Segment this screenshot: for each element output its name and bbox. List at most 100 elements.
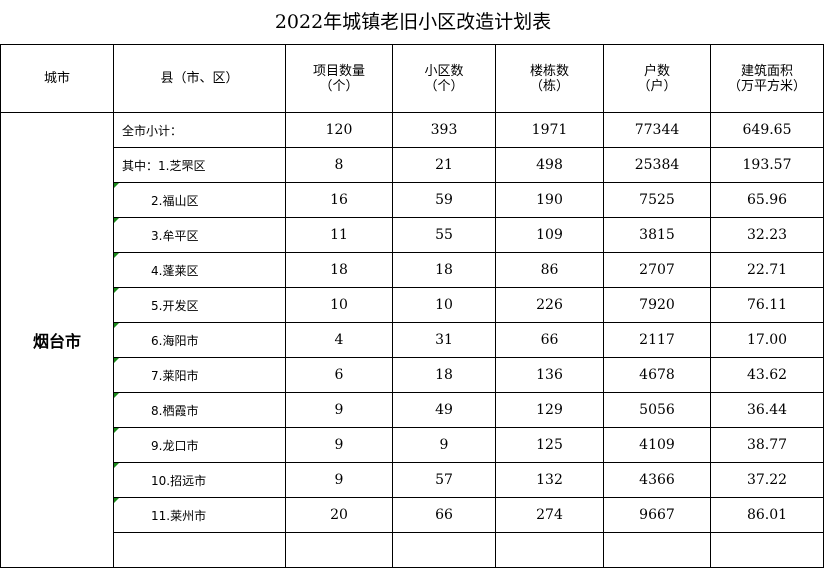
households-cell: 4678	[603, 357, 711, 393]
communities-cell: 66	[392, 497, 496, 533]
table-row: 7.莱阳市 6 18 136 4678 43.62	[1, 357, 824, 393]
cell-marker-icon	[114, 358, 119, 363]
households-cell: 3815	[603, 217, 711, 253]
header-projects: 项目数量 （个）	[285, 44, 393, 113]
buildings-cell: 136	[495, 357, 604, 393]
communities-cell: 18	[392, 252, 496, 288]
projects-cell: 10	[285, 287, 393, 323]
households-cell: 4109	[603, 427, 711, 463]
households-cell: 25384	[603, 147, 711, 183]
county-cell: 6.海阳市	[113, 322, 286, 358]
households-cell: 2117	[603, 322, 711, 358]
communities-cell: 31	[392, 322, 496, 358]
county-cell: 2.福山区	[113, 182, 286, 218]
empty-cell	[710, 532, 824, 568]
buildings-cell: 274	[495, 497, 604, 533]
projects-cell: 20	[285, 497, 393, 533]
households-cell: 7525	[603, 182, 711, 218]
table-row: 其中：1.芝罘区 8 21 498 25384 193.57	[1, 147, 824, 183]
buildings-cell: 86	[495, 252, 604, 288]
area-cell: 32.23	[710, 217, 824, 253]
projects-cell: 9	[285, 392, 393, 428]
county-cell: 8.栖霞市	[113, 392, 286, 428]
header-communities: 小区数 （个）	[392, 44, 496, 113]
cell-marker-icon	[114, 498, 119, 503]
buildings-cell: 109	[495, 217, 604, 253]
empty-cell	[113, 532, 286, 568]
table-row: 10.招远市 9 57 132 4366 37.22	[1, 462, 824, 498]
cell-marker-icon	[114, 393, 119, 398]
area-cell: 22.71	[710, 252, 824, 288]
buildings-cell: 1971	[495, 112, 604, 148]
table-row: 烟台市 全市小计： 120 393 1971 77344 649.65	[0, 112, 824, 568]
county-cell: 其中：1.芝罘区	[113, 147, 286, 183]
projects-cell: 120	[285, 112, 393, 148]
area-cell: 65.96	[710, 182, 824, 218]
households-cell: 4366	[603, 462, 711, 498]
area-cell: 76.11	[710, 287, 824, 323]
buildings-cell: 190	[495, 182, 604, 218]
communities-cell: 49	[392, 392, 496, 428]
empty-cell	[495, 532, 604, 568]
header-area: 建筑面积 （万平方米）	[710, 44, 824, 113]
cell-marker-icon	[114, 253, 119, 258]
communities-cell: 21	[392, 147, 496, 183]
buildings-cell: 498	[495, 147, 604, 183]
area-cell: 86.01	[710, 497, 824, 533]
empty-cell	[285, 532, 393, 568]
table-title: 2022年城镇老旧小区改造计划表	[274, 11, 552, 33]
area-cell: 37.22	[710, 462, 824, 498]
cell-marker-icon	[114, 288, 119, 293]
area-cell: 43.62	[710, 357, 824, 393]
empty-cell	[392, 532, 496, 568]
table-row: 6.海阳市 4 31 66 2117 17.00	[1, 322, 824, 358]
area-cell: 17.00	[710, 322, 824, 358]
cell-marker-icon	[114, 323, 119, 328]
buildings-cell: 226	[495, 287, 604, 323]
header-city: 城市	[0, 44, 114, 113]
projects-cell: 18	[285, 252, 393, 288]
cell-marker-icon	[114, 183, 119, 188]
area-cell: 193.57	[710, 147, 824, 183]
county-cell: 3.牟平区	[113, 217, 286, 253]
table-row: 11.莱州市 20 66 274 9667 86.01	[1, 497, 824, 533]
area-cell: 36.44	[710, 392, 824, 428]
projects-cell: 9	[285, 427, 393, 463]
buildings-cell: 66	[495, 322, 604, 358]
header-county: 县（市、区）	[113, 44, 286, 113]
projects-cell: 11	[285, 217, 393, 253]
table-row: 9.龙口市 9 9 125 4109 38.77	[1, 427, 824, 463]
projects-cell: 4	[285, 322, 393, 358]
buildings-cell: 132	[495, 462, 604, 498]
county-cell: 4.蓬莱区	[113, 252, 286, 288]
table-row: 4.蓬莱区 18 18 86 2707 22.71	[1, 252, 824, 288]
buildings-cell: 125	[495, 427, 604, 463]
table-row: 5.开发区 10 10 226 7920 76.11	[1, 287, 824, 323]
table-row: 3.牟平区 11 55 109 3815 32.23	[1, 217, 824, 253]
renovation-plan-table: 城市 县（市、区） 项目数量 （个） 小区数 （个） 楼栋数 （栋） 户数 （户…	[0, 44, 824, 568]
area-cell: 649.65	[710, 112, 824, 148]
county-cell: 9.龙口市	[113, 427, 286, 463]
header-row: 城市 县（市、区） 项目数量 （个） 小区数 （个） 楼栋数 （栋） 户数 （户…	[0, 44, 824, 113]
communities-cell: 59	[392, 182, 496, 218]
county-cell: 7.莱阳市	[113, 357, 286, 393]
empty-cell	[603, 532, 711, 568]
buildings-cell: 129	[495, 392, 604, 428]
projects-cell: 6	[285, 357, 393, 393]
city-cell: 烟台市	[0, 112, 114, 568]
households-cell: 2707	[603, 252, 711, 288]
projects-cell: 8	[285, 147, 393, 183]
cell-marker-icon	[114, 218, 119, 223]
area-cell: 38.77	[710, 427, 824, 463]
communities-cell: 57	[392, 462, 496, 498]
table-row: 2.福山区 16 59 190 7525 65.96	[1, 182, 824, 218]
county-cell: 10.招远市	[113, 462, 286, 498]
communities-cell: 55	[392, 217, 496, 253]
households-cell: 7920	[603, 287, 711, 323]
county-cell: 5.开发区	[113, 287, 286, 323]
communities-cell: 9	[392, 427, 496, 463]
households-cell: 77344	[603, 112, 711, 148]
header-households: 户数 （户）	[603, 44, 711, 113]
header-buildings: 楼栋数 （栋）	[495, 44, 604, 113]
table-row: 8.栖霞市 9 49 129 5056 36.44	[1, 392, 824, 428]
